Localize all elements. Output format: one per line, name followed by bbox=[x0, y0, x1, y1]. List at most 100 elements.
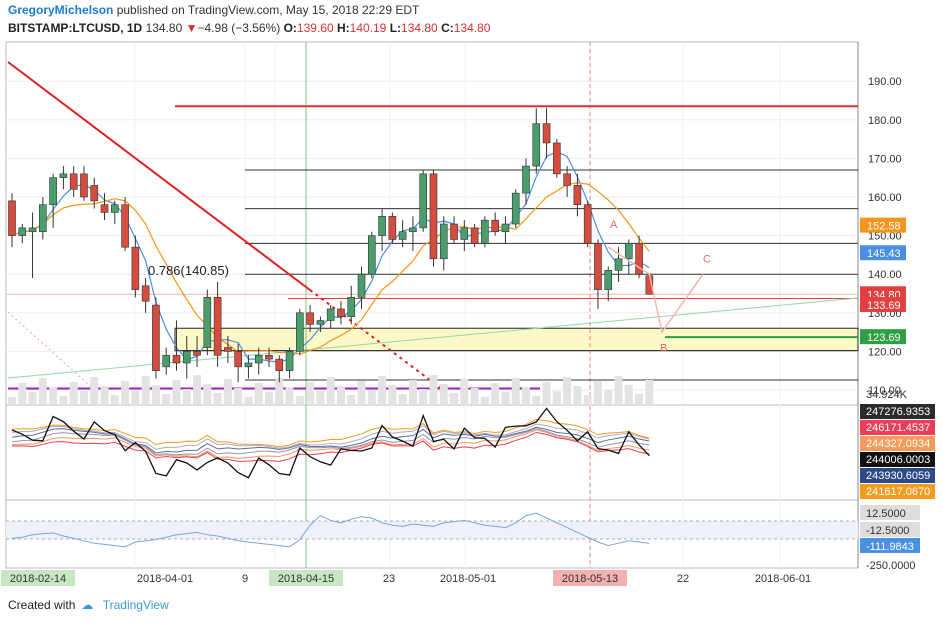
volume-bar bbox=[254, 383, 263, 405]
price-tick-label: 150.00 bbox=[868, 231, 902, 243]
volume-bar bbox=[624, 385, 633, 405]
time-tick-label: 9 bbox=[242, 573, 248, 585]
candle-body bbox=[49, 177, 57, 206]
volume-bar bbox=[326, 377, 335, 405]
candle-body bbox=[326, 308, 335, 321]
candle-body bbox=[470, 227, 479, 244]
volume-bar bbox=[604, 390, 613, 405]
candle-body bbox=[337, 308, 345, 317]
volume-label: 34.924K bbox=[866, 389, 908, 401]
volume-bar bbox=[378, 376, 387, 405]
candle-body bbox=[100, 204, 109, 213]
price-badge-text: 145.43 bbox=[867, 248, 901, 260]
candle-body bbox=[614, 258, 623, 271]
candle-body bbox=[439, 223, 448, 260]
time-tick-label: 2018-05-13 bbox=[562, 573, 618, 585]
time-axis-highlight bbox=[553, 570, 627, 586]
tradingview-link[interactable]: TradingView bbox=[102, 598, 169, 612]
candle-body bbox=[409, 227, 417, 233]
candle-body bbox=[80, 173, 88, 198]
oscillator-badge bbox=[860, 436, 935, 451]
close-value: 134.80 bbox=[453, 21, 491, 35]
volume-bar bbox=[480, 397, 489, 405]
cci-badge bbox=[860, 538, 920, 553]
volume-bar bbox=[131, 390, 140, 405]
candle-body bbox=[583, 204, 592, 244]
volume-bar bbox=[193, 375, 202, 405]
fib-label: 0.786(140.85) bbox=[148, 263, 229, 278]
volume-bar bbox=[614, 376, 623, 405]
pattern-label-c: C bbox=[703, 254, 711, 266]
candle-body bbox=[357, 273, 366, 298]
candle-body bbox=[347, 297, 356, 317]
oscillator-badge bbox=[860, 484, 935, 499]
price-badge-text: 123.69 bbox=[867, 332, 901, 344]
price-badge bbox=[860, 245, 906, 261]
oscillator-badge-text: 244327.0934 bbox=[866, 438, 930, 450]
candle-body bbox=[306, 312, 314, 325]
volume-bar bbox=[583, 395, 592, 405]
time-tick-label: 2018-06-01 bbox=[755, 573, 811, 585]
cci-line bbox=[11, 512, 650, 548]
price-tick-label: 110.00 bbox=[868, 385, 901, 397]
ribbon-line bbox=[11, 428, 650, 456]
price-tick-label: 120.00 bbox=[868, 346, 902, 358]
candle-body bbox=[244, 362, 253, 368]
volume-bar bbox=[110, 395, 119, 405]
price-badge bbox=[860, 329, 906, 345]
candle-body bbox=[111, 204, 119, 213]
volume-bar bbox=[275, 378, 284, 405]
oscillator-pane-border bbox=[5, 404, 859, 501]
volume-bar bbox=[18, 383, 27, 405]
symbol-label: BITSTAMP:LTCUSD, 1D bbox=[8, 21, 143, 35]
pattern-label-a: A bbox=[610, 219, 618, 231]
candle-body bbox=[59, 173, 68, 178]
ribbon-line bbox=[11, 431, 650, 462]
volume-bar bbox=[347, 395, 356, 405]
created-with-text: Created with bbox=[8, 598, 76, 612]
volume-bar bbox=[511, 378, 520, 405]
change-arrow: ▼ bbox=[185, 21, 198, 35]
candle-body bbox=[182, 351, 191, 364]
uptrend-line bbox=[7, 297, 859, 379]
volume-bar bbox=[357, 381, 366, 405]
candle-body bbox=[275, 358, 284, 371]
volume-bar bbox=[8, 397, 16, 405]
close-label: C: bbox=[441, 21, 454, 35]
volume-bar bbox=[172, 380, 181, 405]
volume-bar bbox=[573, 386, 582, 405]
price-badge bbox=[860, 217, 906, 233]
volume-bar bbox=[542, 382, 551, 405]
candle-body bbox=[131, 246, 140, 290]
price-tick-label: 190.00 bbox=[868, 76, 902, 88]
tradingview-logo-icon[interactable]: ☁ bbox=[81, 598, 94, 612]
chart-canvas[interactable]: ABC0.786(140.85)110.00120.00130.00140.00… bbox=[0, 0, 943, 590]
publish-info: GregoryMichelson published on TradingVie… bbox=[8, 3, 419, 17]
volume-bar bbox=[100, 386, 109, 405]
oscillator-badge bbox=[860, 468, 935, 483]
volume-bar bbox=[265, 392, 273, 405]
candle-body bbox=[8, 200, 16, 236]
volume-bar bbox=[398, 394, 407, 405]
candle-body bbox=[172, 354, 181, 364]
volume-bar bbox=[234, 388, 243, 405]
author-name[interactable]: GregoryMichelson bbox=[8, 3, 114, 17]
oscillator-main-line bbox=[11, 407, 650, 479]
fib-zone-box bbox=[174, 327, 859, 352]
candle-body bbox=[316, 320, 325, 325]
volume-bar bbox=[59, 396, 68, 405]
volume-bar bbox=[90, 377, 99, 405]
time-tick-label: 2018-02-14 bbox=[10, 573, 66, 585]
candle-body bbox=[367, 235, 376, 275]
candle-body bbox=[18, 227, 27, 236]
candle-body bbox=[511, 192, 520, 225]
cci-axis-label: -250.0000 bbox=[866, 560, 916, 572]
volume-bar bbox=[522, 387, 530, 405]
time-tick-label: 2018-04-01 bbox=[137, 573, 193, 585]
ribbon-line bbox=[11, 426, 650, 454]
ribbon-line bbox=[11, 418, 650, 448]
last-price: 134.80 bbox=[145, 21, 183, 35]
candle-body bbox=[224, 347, 232, 352]
high-label: H: bbox=[336, 21, 350, 35]
price-badge bbox=[860, 297, 906, 313]
